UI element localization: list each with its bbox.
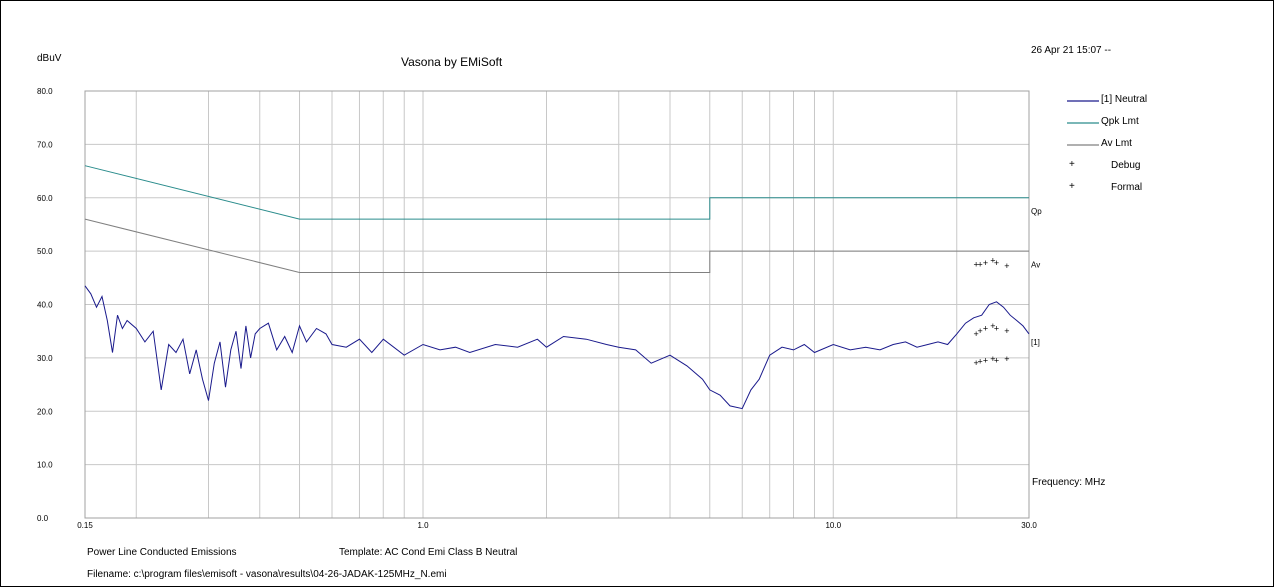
legend-marker: +	[1069, 159, 1075, 170]
y-tick-label: 20.0	[37, 407, 53, 416]
right-series-label: [1]	[1031, 338, 1040, 347]
marker-formal: +	[1004, 326, 1009, 336]
marker-debug: +	[1004, 261, 1009, 271]
legend-label: [1] Neutral	[1101, 94, 1147, 105]
marker-debug: +	[974, 259, 979, 269]
right-series-label: Qp	[1031, 207, 1042, 216]
marker-formal: +	[994, 356, 999, 366]
timestamp: 26 Apr 21 15:07 --	[1031, 45, 1112, 56]
y-tick-label: 70.0	[37, 140, 53, 149]
marker-debug: +	[983, 258, 988, 268]
marker-formal: +	[974, 358, 979, 368]
marker-formal: +	[983, 324, 988, 334]
y-tick-label: 30.0	[37, 354, 53, 363]
footer-template: Template: AC Cond Emi Class B Neutral	[339, 547, 518, 558]
y-tick-label: 40.0	[37, 301, 53, 310]
legend-label: Qpk Lmt	[1101, 116, 1139, 127]
plot-labels: 0.0 10.0 20.0 30.0 40.0 50.0 60.0 70.0 80.0 0.15 1…	[37, 87, 1042, 530]
marker-formal: +	[990, 321, 995, 331]
marker-formal: +	[990, 354, 995, 364]
marker-formal: +	[977, 357, 982, 367]
right-series-label: Av	[1031, 260, 1040, 269]
y-tick-label: 60.0	[37, 194, 53, 203]
footer-filename: Filename: c:\program files\emisoft - vas…	[87, 569, 447, 580]
y-tick-label: 50.0	[37, 247, 53, 256]
y-tick-label: 10.0	[37, 461, 53, 470]
y-tick-label: 0.0	[37, 514, 49, 523]
x-axis-label: Frequency: MHz	[1032, 477, 1106, 488]
marker-formal: +	[977, 326, 982, 336]
series-line--1-neutral	[84, 285, 1030, 410]
series-line-av-lmt	[84, 218, 1029, 273]
legend-label: Debug	[1111, 160, 1140, 171]
x-tick-label: 1.0	[417, 521, 429, 530]
marker-formal: +	[974, 329, 979, 339]
x-tick-label: 0.15	[77, 521, 93, 530]
y-tick-label: 80.0	[37, 87, 53, 96]
series-line-qpk-lmt	[84, 165, 1029, 220]
y-axis-label: dBuV	[37, 53, 62, 64]
plot-series: ++ + ++ +++ + ++ +++ + ++ +	[84, 165, 1030, 410]
legend-marker: +	[1069, 181, 1075, 192]
marker-debug: +	[990, 256, 995, 266]
x-tick-label: 10.0	[825, 521, 841, 530]
legend-label: Formal	[1111, 182, 1142, 193]
plot-area-border	[84, 90, 1030, 519]
marker-debug: +	[977, 259, 982, 269]
legend-label: Av Lmt	[1101, 138, 1132, 149]
plot-grid	[84, 90, 1030, 519]
marker-formal: +	[983, 356, 988, 366]
marker-formal: +	[994, 324, 999, 334]
chart-title: Vasona by EMiSoft	[401, 55, 503, 69]
legend: [1] Neutral Qpk Lmt Av Lmt + Debug + Formal	[1067, 94, 1147, 193]
marker-formal: +	[1004, 354, 1009, 364]
marker-debug: +	[994, 258, 999, 268]
footer-description: Power Line Conducted Emissions	[87, 547, 237, 558]
x-tick-label: 30.0	[1021, 521, 1037, 530]
